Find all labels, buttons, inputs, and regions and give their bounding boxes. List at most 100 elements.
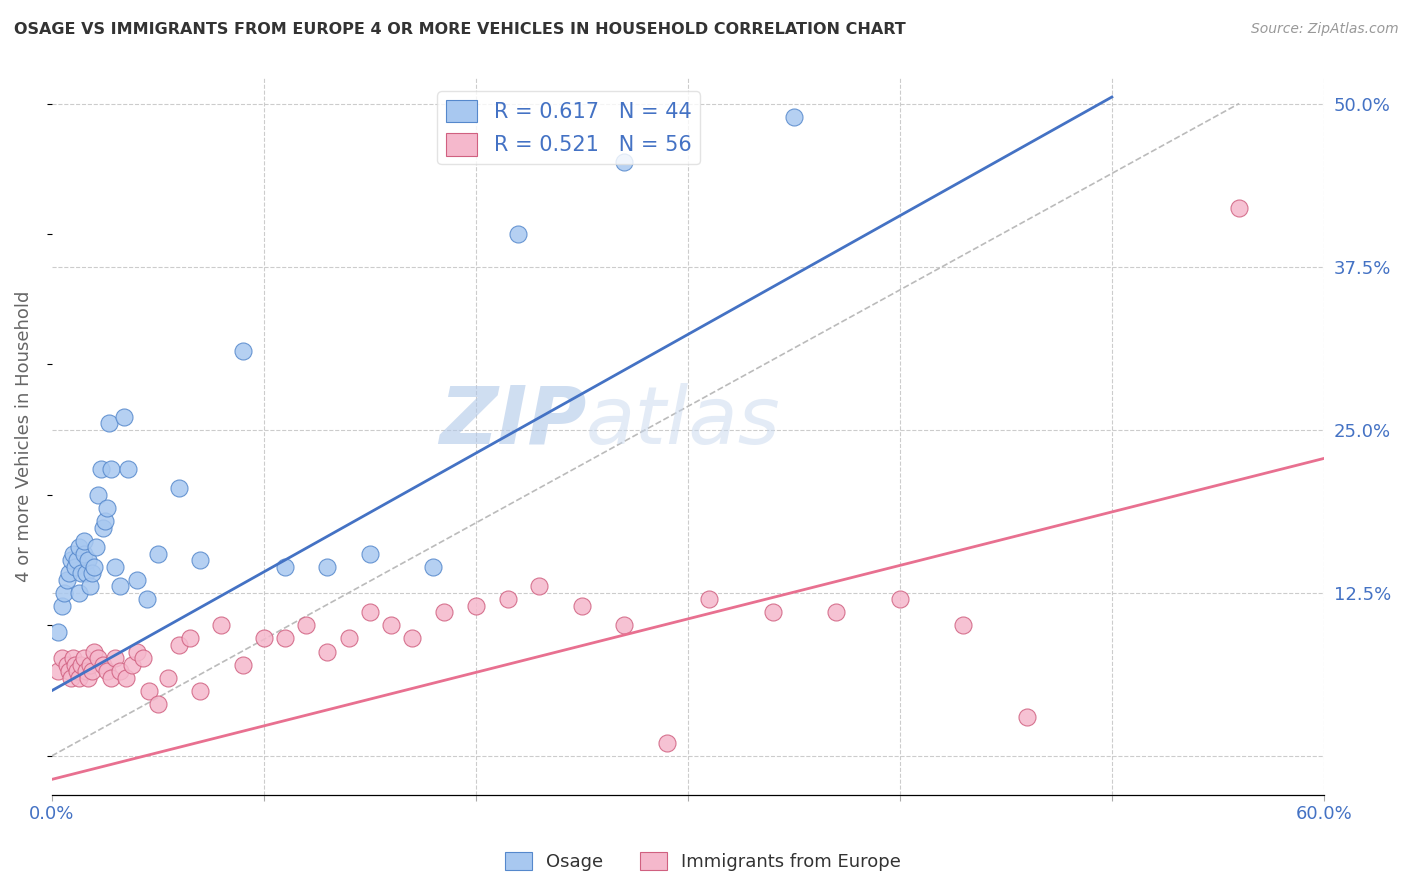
Point	[112, 409, 135, 424]
Point	[125, 573, 148, 587]
Point	[62, 547, 84, 561]
Point	[96, 501, 118, 516]
Point	[232, 657, 254, 672]
Point	[146, 547, 169, 561]
Point	[100, 671, 122, 685]
Point	[121, 657, 143, 672]
Point	[571, 599, 593, 613]
Point	[274, 559, 297, 574]
Point	[46, 624, 69, 639]
Point	[422, 559, 444, 574]
Point	[87, 488, 110, 502]
Point	[380, 618, 402, 632]
Point	[952, 618, 974, 632]
Text: OSAGE VS IMMIGRANTS FROM EUROPE 4 OR MORE VEHICLES IN HOUSEHOLD CORRELATION CHAR: OSAGE VS IMMIGRANTS FROM EUROPE 4 OR MOR…	[14, 22, 905, 37]
Point	[96, 664, 118, 678]
Point	[70, 566, 93, 581]
Point	[66, 553, 89, 567]
Point	[70, 657, 93, 672]
Point	[67, 671, 90, 685]
Legend: Osage, Immigrants from Europe: Osage, Immigrants from Europe	[498, 845, 908, 879]
Legend: R = 0.617   N = 44, R = 0.521   N = 56: R = 0.617 N = 44, R = 0.521 N = 56	[437, 92, 700, 164]
Point	[188, 553, 211, 567]
Point	[316, 644, 339, 658]
Point	[117, 462, 139, 476]
Point	[98, 416, 121, 430]
Point	[83, 644, 105, 658]
Point	[232, 344, 254, 359]
Point	[72, 651, 94, 665]
Point	[55, 657, 77, 672]
Point	[72, 533, 94, 548]
Point	[359, 547, 381, 561]
Point	[104, 651, 127, 665]
Point	[783, 110, 806, 124]
Point	[655, 736, 678, 750]
Text: ZIP: ZIP	[439, 383, 586, 461]
Point	[51, 651, 73, 665]
Point	[91, 657, 114, 672]
Point	[104, 559, 127, 574]
Point	[58, 664, 80, 678]
Point	[87, 651, 110, 665]
Point	[146, 697, 169, 711]
Point	[167, 638, 190, 652]
Point	[75, 566, 97, 581]
Point	[51, 599, 73, 613]
Point	[76, 553, 98, 567]
Point	[66, 664, 89, 678]
Point	[72, 547, 94, 561]
Point	[274, 632, 297, 646]
Point	[138, 683, 160, 698]
Point	[108, 664, 131, 678]
Point	[613, 155, 636, 169]
Point	[55, 573, 77, 587]
Point	[529, 579, 551, 593]
Text: Source: ZipAtlas.com: Source: ZipAtlas.com	[1251, 22, 1399, 37]
Point	[63, 657, 86, 672]
Point	[359, 606, 381, 620]
Point	[80, 664, 103, 678]
Point	[115, 671, 138, 685]
Point	[508, 227, 530, 241]
Point	[94, 514, 117, 528]
Point	[209, 618, 232, 632]
Point	[179, 632, 201, 646]
Point	[59, 671, 82, 685]
Point	[89, 462, 111, 476]
Point	[433, 606, 456, 620]
Point	[76, 671, 98, 685]
Point	[84, 540, 107, 554]
Point	[613, 618, 636, 632]
Point	[59, 553, 82, 567]
Point	[496, 592, 519, 607]
Point	[295, 618, 318, 632]
Point	[83, 559, 105, 574]
Point	[337, 632, 360, 646]
Point	[136, 592, 159, 607]
Point	[762, 606, 785, 620]
Point	[62, 651, 84, 665]
Point	[316, 559, 339, 574]
Point	[79, 657, 101, 672]
Point	[1015, 710, 1038, 724]
Point	[132, 651, 155, 665]
Point	[167, 482, 190, 496]
Point	[188, 683, 211, 698]
Y-axis label: 4 or more Vehicles in Household: 4 or more Vehicles in Household	[15, 291, 32, 582]
Point	[80, 566, 103, 581]
Point	[401, 632, 423, 646]
Point	[125, 644, 148, 658]
Point	[889, 592, 911, 607]
Point	[63, 559, 86, 574]
Point	[67, 540, 90, 554]
Point	[108, 579, 131, 593]
Point	[46, 664, 69, 678]
Point	[53, 586, 76, 600]
Point	[67, 586, 90, 600]
Point	[79, 579, 101, 593]
Point	[697, 592, 720, 607]
Point	[100, 462, 122, 476]
Point	[75, 664, 97, 678]
Text: atlas: atlas	[586, 383, 780, 461]
